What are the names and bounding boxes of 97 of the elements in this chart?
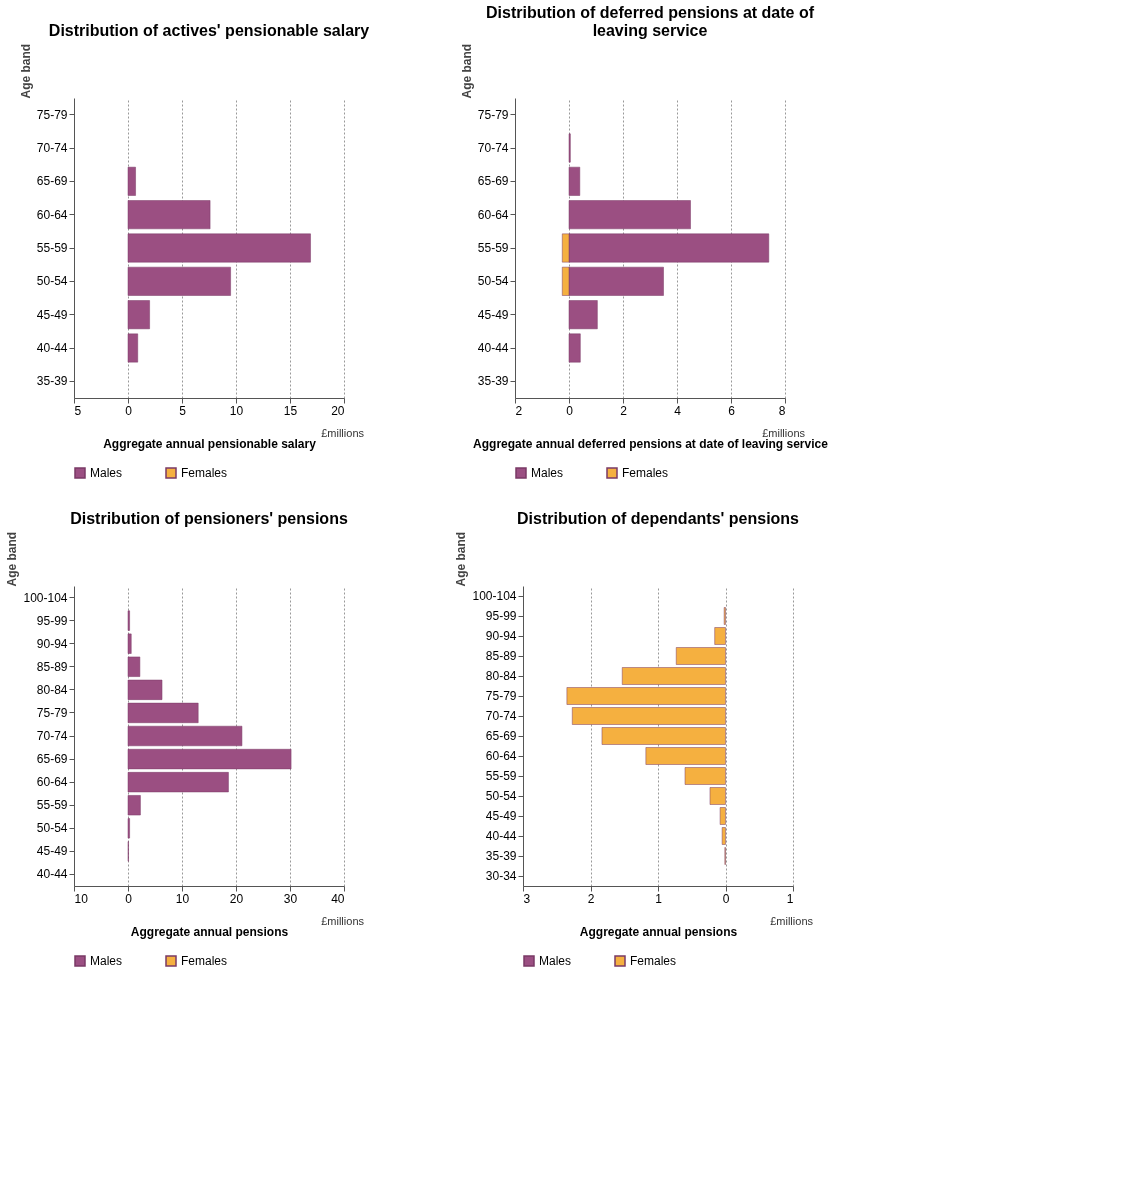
y-tick-label: 95-99: [485, 609, 517, 623]
x-tick-label: 20: [331, 403, 345, 418]
y-tick-label: 55-59: [477, 241, 509, 255]
y-tick-label: 50-54: [36, 274, 68, 289]
text: £millions: [762, 427, 806, 439]
x-tick-label: 5: [179, 403, 187, 418]
y-tick-label: 80-84: [36, 682, 68, 697]
y-tick-label: 100-104: [472, 589, 517, 603]
x-axis-title: Aggregate annual pensions: [579, 924, 738, 939]
y-tick-label: 100-104: [23, 590, 68, 605]
legend-label: Females: [630, 954, 677, 968]
legend-label: Females: [181, 466, 228, 480]
x-axis-title: Aggregate annual deferred pensions at date of leaving service: [473, 436, 829, 451]
y-tick-label: 70-74: [485, 709, 517, 723]
x-tick-label: 0: [125, 403, 133, 418]
y-tick-label: 75-79: [477, 107, 509, 122]
x-tick-label: 4: [674, 403, 682, 418]
text: £millions: [321, 427, 365, 439]
x-axis-title: Aggregate annual pensionable salary: [103, 436, 317, 451]
y-tick-label: 65-69: [477, 174, 509, 189]
x-tick-label: 8: [778, 403, 786, 418]
bar: [568, 200, 691, 230]
x-tick-label: 15: [283, 403, 298, 418]
legend-label: Females: [181, 954, 228, 968]
y-tick-label: 35-39: [477, 374, 509, 389]
x-tick-label: 0: [566, 403, 574, 418]
y-tick-label: 60-64: [36, 207, 68, 222]
y-axis-title: Age band: [459, 43, 474, 99]
chart-title: Distribution of dependants' pensions: [516, 510, 800, 528]
y-tick-label: 30-34: [485, 869, 517, 883]
y-axis-title: Age band: [454, 531, 469, 587]
y-tick-label: 60-64: [485, 749, 517, 763]
y-tick-label: 45-49: [477, 307, 509, 322]
x-tick-label: 1: [655, 891, 663, 906]
bar: [568, 333, 581, 363]
chart-title: Distribution of deferred pensions at date of leaving service: [485, 4, 815, 40]
x-tick-label: 2: [587, 891, 595, 906]
y-tick-label: 65-69: [36, 752, 68, 767]
y-tick-label: 45-49: [36, 307, 68, 322]
y-tick-label: 60-64: [36, 775, 68, 790]
y-tick-label: 60-64: [477, 207, 509, 222]
x-tick-label: 30: [283, 891, 298, 906]
x-tick-label: 0: [125, 891, 133, 906]
y-tick-label: 75-79: [485, 689, 517, 703]
x-tick-label: 3: [523, 891, 531, 906]
legend-label: Males: [90, 466, 123, 480]
bar: [568, 166, 581, 196]
y-axis-title: Age band: [18, 43, 33, 99]
y-tick-label: 40-44: [36, 341, 68, 355]
bar: [568, 300, 598, 330]
x-tick-label: 10: [229, 403, 244, 418]
y-tick-label: 50-54: [36, 821, 68, 836]
y-tick-label: 80-84: [485, 669, 517, 683]
y-tick-label: 70-74: [36, 141, 68, 155]
x-tick-label: 10: [74, 891, 89, 906]
y-tick-label: 90-94: [36, 636, 68, 651]
y-tick-label: 55-59: [36, 241, 68, 255]
y-tick-label: 55-59: [485, 769, 517, 783]
y-tick-label: 45-49: [485, 809, 517, 823]
y-tick-label: 55-59: [36, 798, 68, 813]
x-tick-label: 20: [229, 891, 244, 906]
text: £millions: [770, 915, 814, 927]
y-tick-label: 35-39: [36, 374, 68, 389]
x-tick-label: 0: [722, 891, 730, 906]
y-tick-label: 75-79: [36, 107, 68, 122]
y-tick-label: 95-99: [36, 613, 68, 628]
legend-label: Males: [90, 954, 123, 968]
chart-title: Distribution of pensioners' pensions: [70, 510, 348, 528]
y-tick-label: 85-89: [485, 649, 517, 663]
y-tick-label: 85-89: [36, 659, 68, 674]
x-tick-label: 5: [74, 403, 82, 418]
y-tick-label: 70-74: [36, 729, 68, 743]
y-tick-label: 45-49: [36, 844, 68, 859]
y-tick-label: 50-54: [485, 789, 517, 803]
y-tick-label: 40-44: [485, 829, 517, 843]
y-tick-label: 40-44: [36, 867, 68, 882]
y-tick-label: 75-79: [36, 705, 68, 720]
legend-label: Males: [539, 954, 572, 968]
x-tick-label: 6: [728, 403, 736, 418]
y-tick-label: 90-94: [485, 629, 517, 643]
y-tick-label: 65-69: [36, 174, 68, 189]
x-tick-label: 10: [175, 891, 190, 906]
y-tick-label: 35-39: [485, 849, 517, 863]
legend-label: Females: [622, 466, 669, 480]
y-axis-title: Age band: [5, 531, 20, 587]
y-tick-label: 50-54: [477, 274, 509, 289]
text: £millions: [321, 915, 365, 927]
x-tick-label: 2: [620, 403, 628, 418]
legend-label: Males: [531, 466, 564, 480]
y-tick-label: 40-44: [477, 341, 509, 355]
chart-title: Distribution of actives' pensionable salary: [48, 22, 370, 40]
x-tick-label: 40: [331, 891, 345, 906]
x-axis-title: Aggregate annual pensions: [130, 924, 289, 939]
y-tick-label: 65-69: [485, 729, 517, 743]
x-tick-label: 1: [786, 891, 794, 906]
y-tick-label: 70-74: [477, 141, 509, 155]
x-tick-label: 2: [515, 403, 523, 418]
